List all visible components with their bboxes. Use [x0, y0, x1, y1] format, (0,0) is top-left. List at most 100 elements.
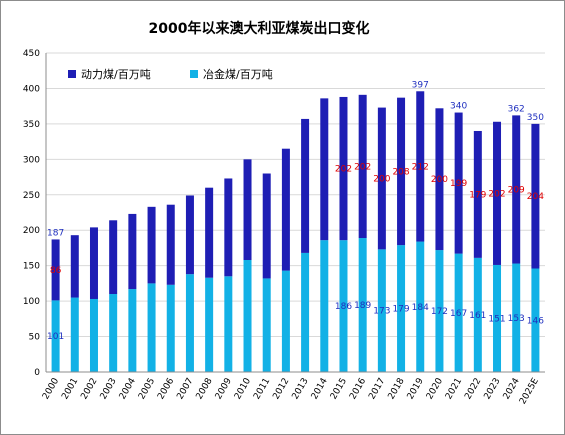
bar-metallurgical — [109, 294, 118, 372]
data-label-thermal: 208 — [392, 167, 409, 177]
bar-thermal — [454, 112, 463, 254]
bar-metallurgical — [416, 241, 425, 372]
bar-thermal — [128, 213, 137, 290]
data-label-metallurgical: 172 — [431, 307, 448, 317]
bar-thermal — [109, 220, 118, 295]
bar-thermal — [205, 187, 214, 278]
data-label-thermal: 200 — [431, 175, 448, 185]
bar-thermal — [147, 206, 156, 284]
bar-metallurgical — [377, 249, 386, 372]
bar-thermal — [358, 94, 367, 239]
bar-metallurgical — [320, 240, 329, 372]
bar-thermal — [320, 98, 329, 241]
y-tick-label: 450 — [23, 49, 40, 59]
bar-metallurgical — [358, 238, 367, 372]
bar-metallurgical — [512, 263, 521, 372]
bar-thermal — [301, 118, 310, 253]
bar-metallurgical — [70, 297, 79, 372]
data-label-metallurgical: 161 — [469, 311, 486, 321]
bar-metallurgical — [128, 289, 137, 372]
bar-metallurgical — [205, 277, 214, 372]
bar-thermal — [70, 235, 79, 298]
data-label-metallurgical: 167 — [450, 309, 467, 319]
y-tick-label: 100 — [23, 297, 40, 307]
bar-metallurgical — [89, 298, 98, 372]
bar-thermal — [531, 123, 540, 269]
legend-swatch — [190, 70, 198, 78]
bar-metallurgical — [493, 264, 502, 372]
bar-metallurgical — [339, 240, 348, 372]
data-label-total: 397 — [412, 80, 429, 90]
data-label-metallurgical: 173 — [373, 307, 390, 317]
bar-thermal — [89, 227, 98, 299]
bar-thermal — [281, 148, 290, 271]
data-label-total: 362 — [508, 104, 525, 114]
data-label-total: 187 — [47, 228, 64, 238]
data-label-thermal: 202 — [335, 165, 352, 175]
chart-title: 2000年以来澳大利亚煤炭出口变化 — [149, 20, 370, 37]
data-label-thermal: 212 — [412, 162, 429, 172]
data-label-metallurgical: 189 — [354, 301, 371, 311]
bar-metallurgical — [435, 250, 444, 372]
data-label-thermal: 202 — [488, 189, 505, 199]
bar-thermal — [512, 115, 521, 264]
data-label-metallurgical: 186 — [335, 302, 352, 312]
bar-metallurgical — [224, 276, 233, 372]
bar-thermal — [416, 91, 425, 242]
legend-swatch — [68, 70, 76, 78]
data-label-thermal: 204 — [527, 192, 544, 202]
bar-thermal — [339, 96, 348, 241]
legend: 动力煤/百万吨 冶金煤/百万吨 — [68, 67, 273, 81]
y-tick-label: 200 — [23, 226, 40, 236]
data-label-metallurgical: 146 — [527, 316, 544, 326]
bar-thermal — [262, 173, 271, 279]
y-tick-label: 400 — [23, 84, 40, 94]
data-label-total: 350 — [527, 113, 544, 123]
y-tick-label: 250 — [23, 191, 40, 201]
bar-thermal — [493, 121, 502, 265]
bar-thermal — [166, 204, 175, 285]
data-label-metallurgical: 101 — [47, 332, 64, 342]
bar-thermal — [377, 107, 386, 250]
data-label-thermal: 209 — [508, 185, 525, 195]
data-label-metallurgical: 184 — [412, 303, 429, 313]
bar-thermal — [243, 159, 252, 260]
legend-label: 动力煤/百万吨 — [81, 68, 151, 81]
data-label-thermal: 86 — [50, 266, 62, 276]
bar-metallurgical — [262, 278, 271, 372]
bar-thermal — [51, 239, 60, 301]
bar-metallurgical — [281, 270, 290, 372]
bar-metallurgical — [473, 257, 482, 372]
data-label-total: 340 — [450, 102, 467, 112]
bar-metallurgical — [185, 274, 194, 372]
bar-metallurgical — [397, 245, 406, 372]
bar-metallurgical — [166, 284, 175, 372]
data-label-thermal: 199 — [450, 179, 467, 189]
y-tick-label: 150 — [23, 262, 40, 272]
y-tick-label: 350 — [23, 120, 40, 130]
bar-metallurgical — [243, 259, 252, 372]
bar-metallurgical — [147, 283, 156, 372]
data-label-thermal: 179 — [469, 190, 486, 200]
legend-label: 冶金煤/百万吨 — [203, 67, 273, 81]
y-tick-label: 300 — [23, 155, 40, 165]
bar-thermal — [185, 195, 194, 275]
bar-thermal — [397, 97, 406, 246]
bar-metallurgical — [301, 252, 310, 372]
bar-metallurgical — [531, 268, 540, 372]
data-label-metallurgical: 153 — [508, 314, 525, 324]
data-label-thermal: 200 — [373, 174, 390, 184]
y-tick-label: 0 — [34, 368, 40, 378]
bar-metallurgical — [51, 300, 60, 372]
bar-thermal — [435, 108, 444, 251]
data-label-metallurgical: 151 — [488, 314, 505, 324]
bar-thermal — [224, 178, 233, 277]
bar-thermal — [473, 130, 482, 258]
bar-metallurgical — [454, 253, 463, 372]
data-label-metallurgical: 179 — [392, 305, 409, 315]
bars-layer — [51, 91, 540, 372]
data-label-thermal: 202 — [354, 162, 371, 172]
